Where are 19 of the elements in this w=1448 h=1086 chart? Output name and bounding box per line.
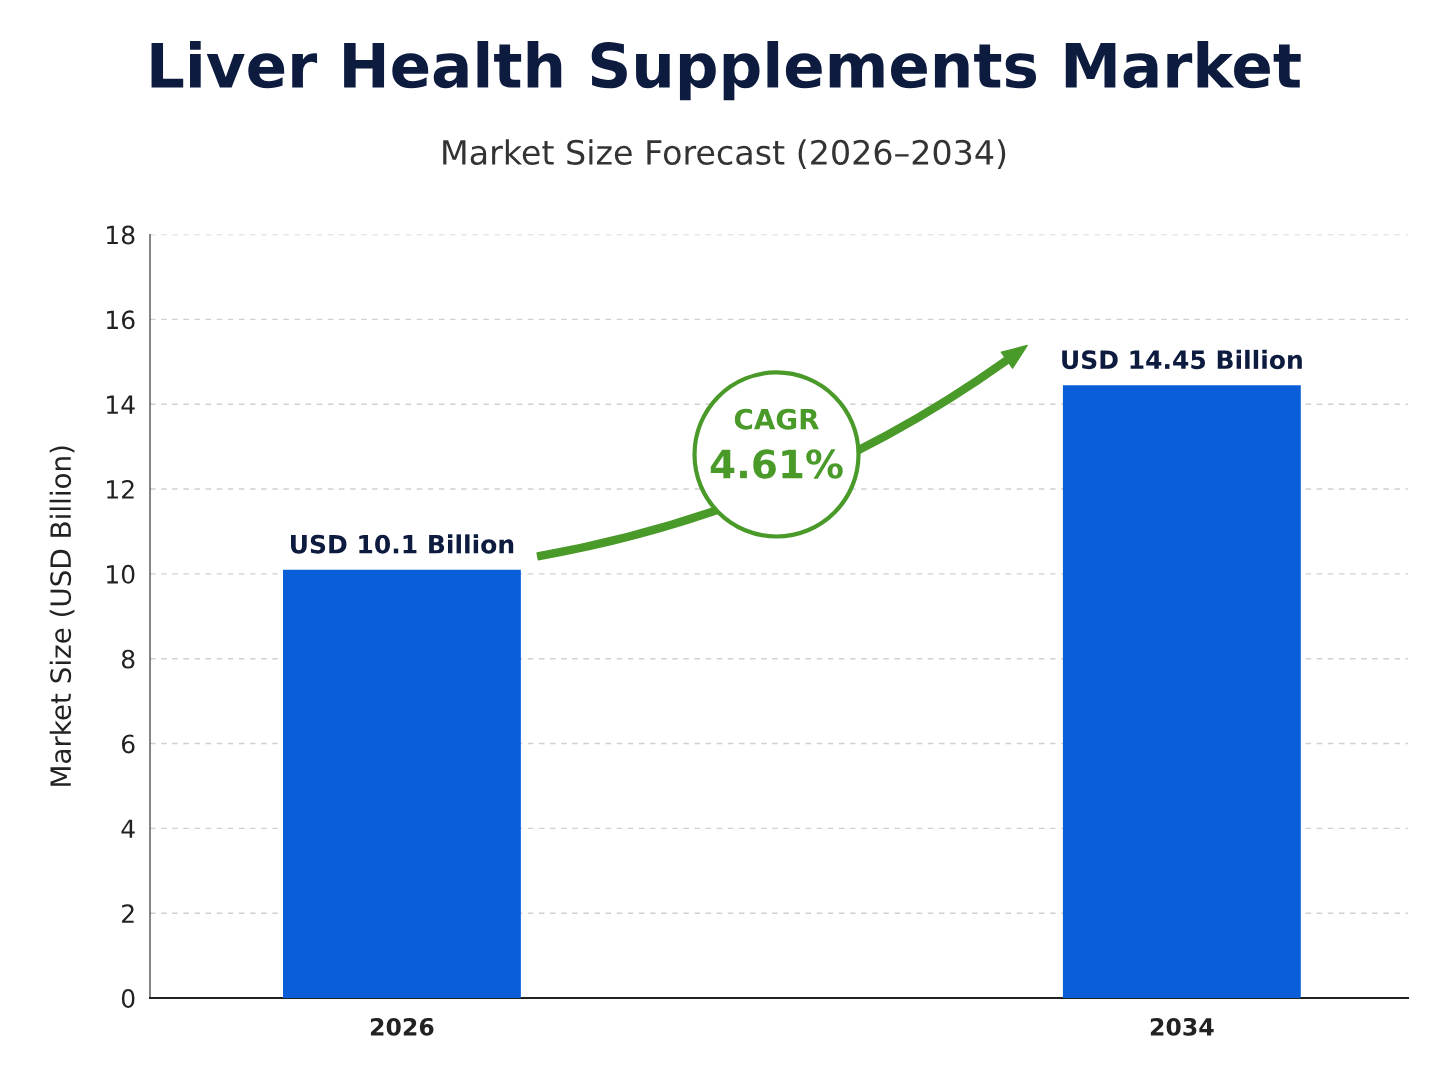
y-tick-label: 6 (121, 734, 135, 754)
data-label: USD 14.45 Billion (1062, 349, 1302, 370)
x-tick-label: 2034 (1150, 1017, 1214, 1036)
chart-title: Liver Health Supplements Market (151, 41, 1301, 101)
y-tick-label: 8 (121, 649, 135, 669)
y-tick-label: 16 (107, 310, 135, 330)
y-tick-label: 4 (121, 819, 135, 838)
chart-subtitle: Market Size Forecast (2026–2034) (443, 139, 1006, 169)
y-axis-title: Market Size (USD Billion) (49, 446, 75, 786)
y-tick-label: 0 (121, 988, 135, 1008)
annotation: 4.61% (710, 449, 843, 479)
annotation: CAGR (734, 408, 819, 430)
y-tick-label: 12 (107, 480, 134, 499)
y-tick-label: 14 (107, 395, 135, 414)
y-tick-label: 2 (122, 904, 134, 923)
y-tick-label: 10 (107, 564, 135, 584)
x-tick-label: 2026 (370, 1017, 434, 1036)
data-label: USD 10.1 Billion (291, 534, 514, 554)
y-tick-label: 18 (107, 225, 135, 245)
